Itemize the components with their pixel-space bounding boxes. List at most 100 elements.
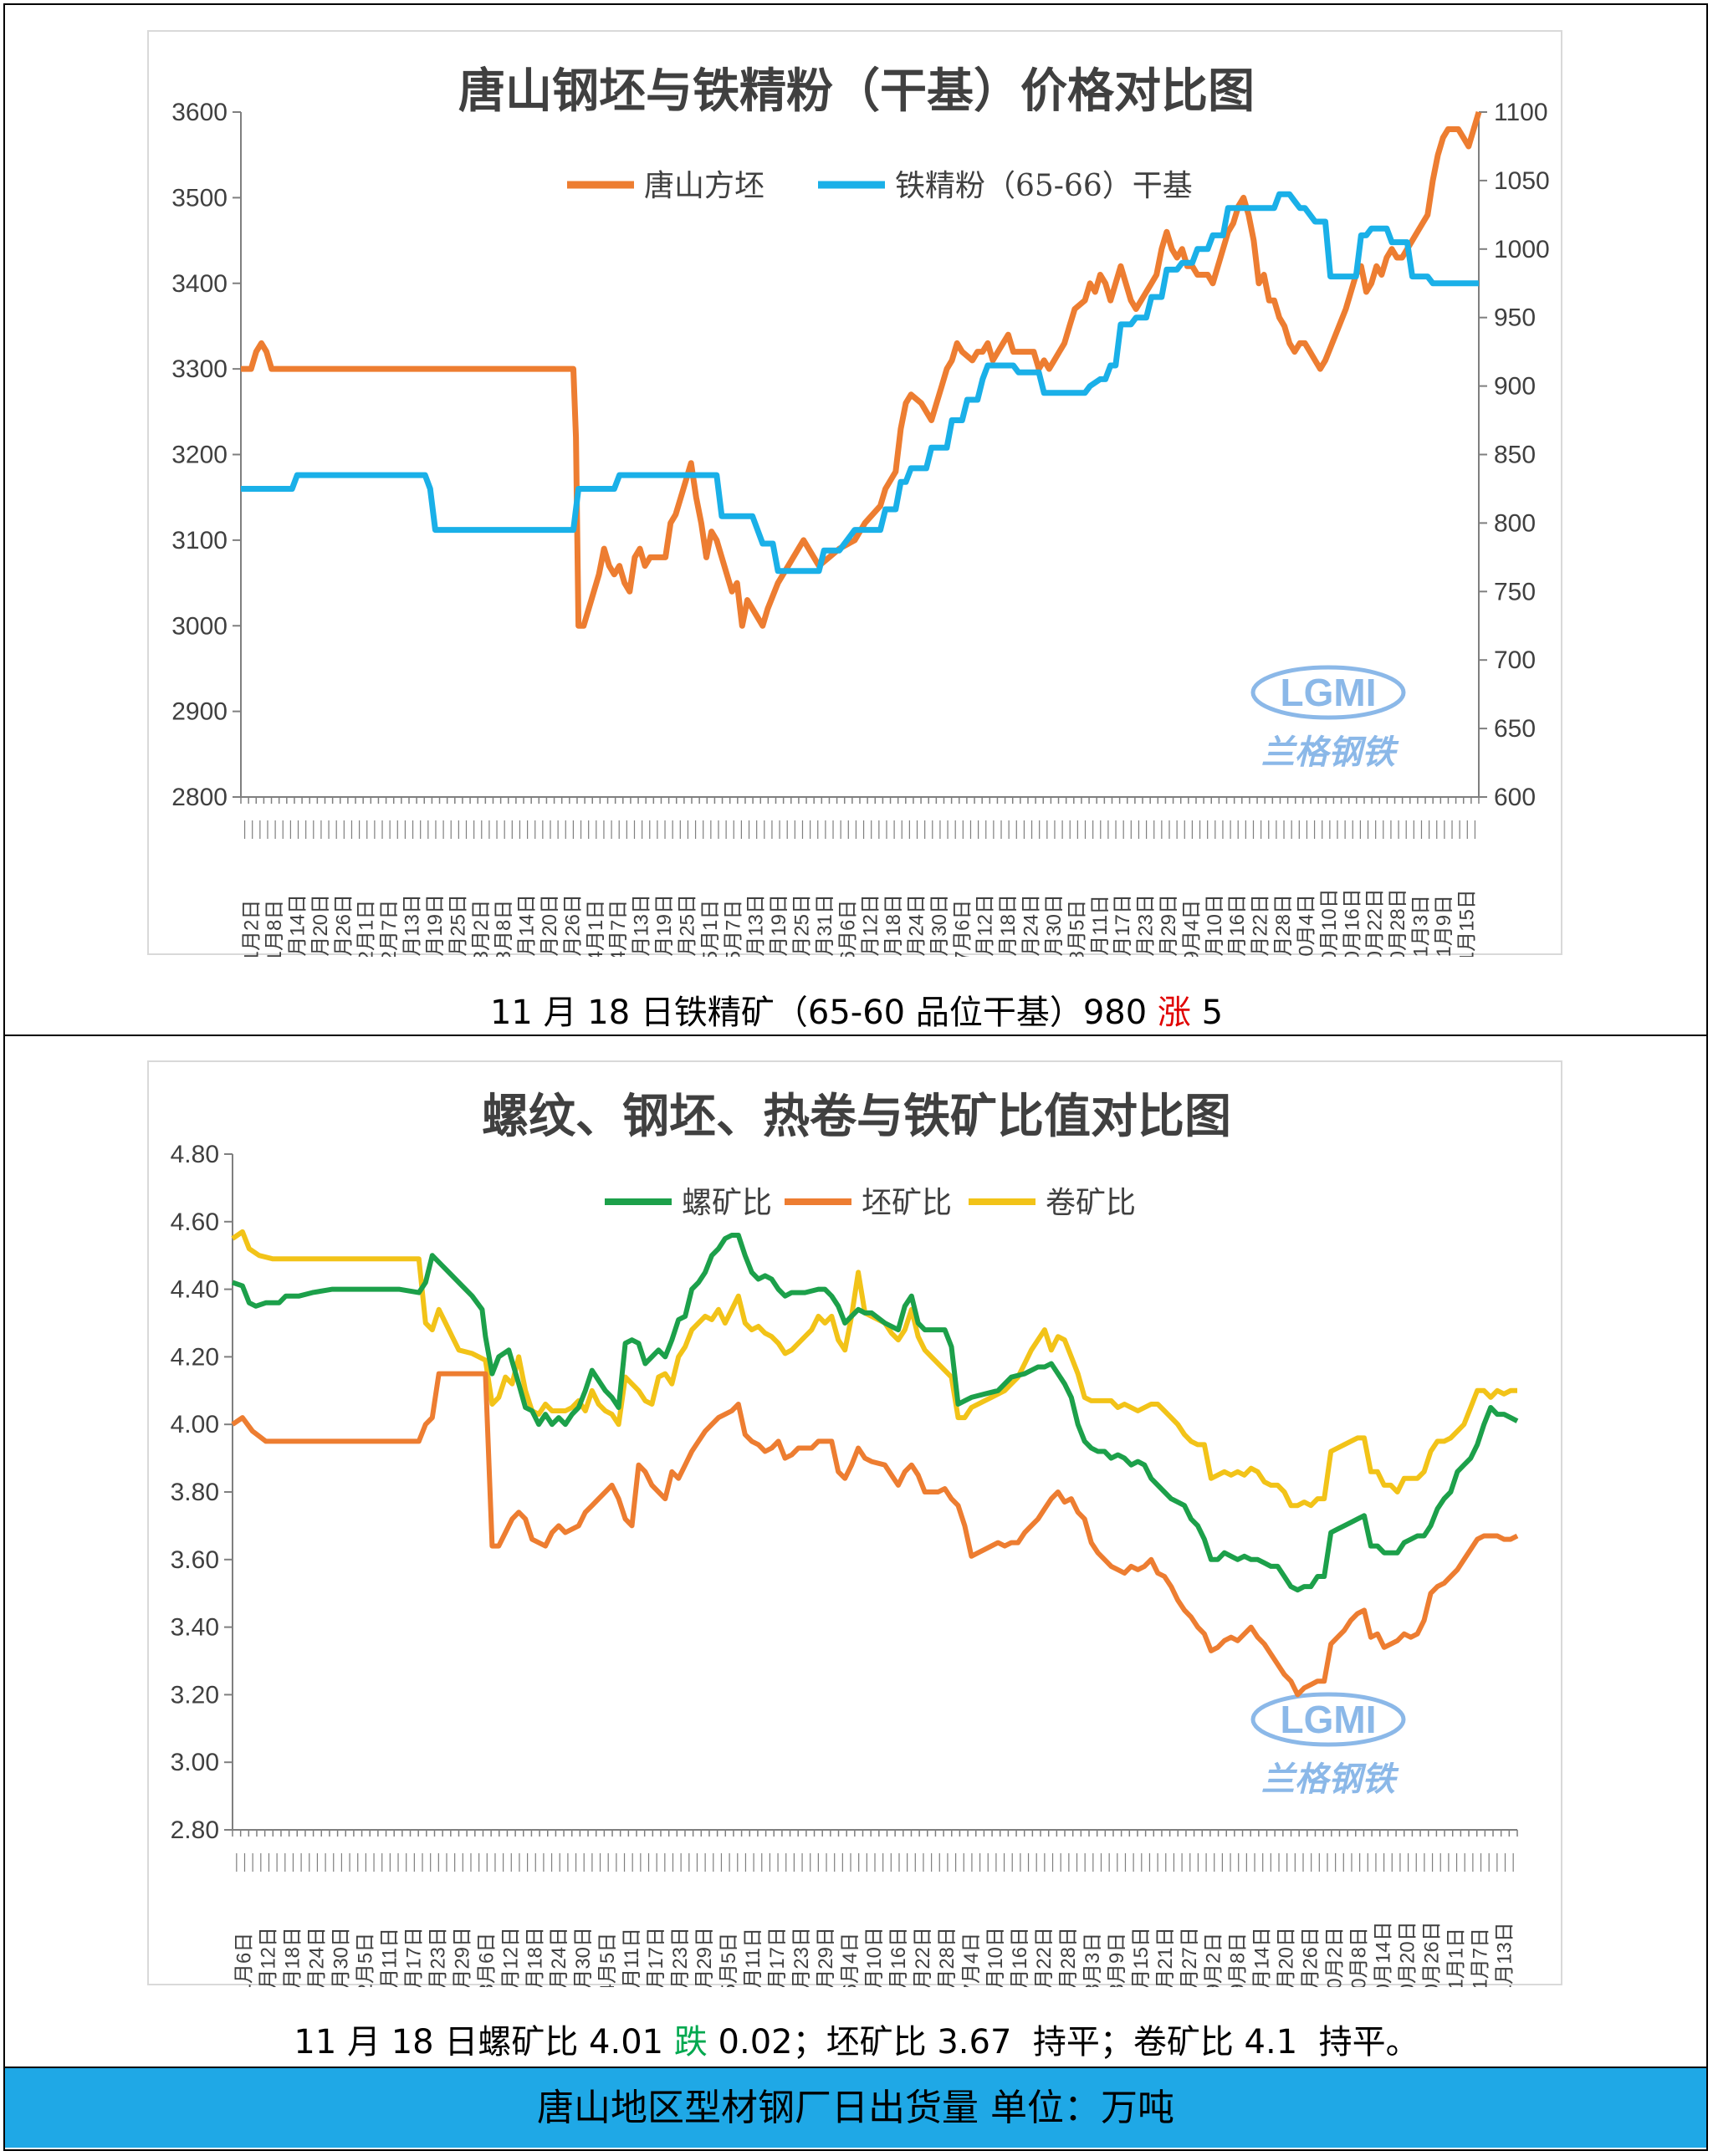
x-tick-label: 8月23日 <box>1135 894 1158 957</box>
y-right-tick-label: 1100 <box>1494 99 1548 126</box>
x-tick-label: 3月24日 <box>548 1927 570 1987</box>
series-line-coil-ratio <box>231 1229 1517 1509</box>
y-right-tick-label: 700 <box>1494 646 1536 674</box>
x-tick-label: 3月14日 <box>516 894 539 957</box>
caption-2-part2: 0.02；坯矿比 3.67 持平；卷矿比 4.1 持平。 <box>707 2023 1419 2061</box>
x-tick-label: 3月6日 <box>475 1933 498 1987</box>
x-tick-label: 7月6日 <box>951 900 974 957</box>
x-tick-label: 11月15日 <box>1455 889 1478 957</box>
footer-title: 唐山地区型材钢厂日出货量 单位：万吨 <box>537 2087 1174 2129</box>
x-tick-label: 11月9日 <box>1433 895 1455 957</box>
x-tick-label: 4月5日 <box>596 1933 619 1987</box>
x-tick-label: 1月30日 <box>330 1927 352 1987</box>
x-tick-label: 6月10日 <box>863 1927 886 1987</box>
y-tick-label: 4.20 <box>171 1343 219 1371</box>
y-tick-label: 4.00 <box>171 1411 219 1438</box>
x-tick-label: 5月13日 <box>745 894 768 957</box>
x-tick-label: 9月10日 <box>1204 894 1226 957</box>
x-tick-label: 1月26日 <box>332 894 355 957</box>
x-tick-label: 5月5日 <box>718 1933 740 1987</box>
x-tick-label: 1月2日 <box>241 900 263 957</box>
x-tick-label: 8月29日 <box>1158 894 1180 957</box>
x-tick-label: 2月5日 <box>354 1933 376 1987</box>
y-left-tick-label: 3600 <box>171 99 228 126</box>
chart-2-container: 螺纹、钢坯、热卷与铁矿比值对比图 4.80 4.60 4.40 4.20 4.00 3.80… <box>147 1060 1562 1987</box>
x-tick-label: 8月5日 <box>1066 900 1088 957</box>
chart-1-container: 唐山钢坯与铁精粉（干基）价格对比图 3600 3500 3400 3300 3200 310… <box>147 30 1562 957</box>
x-tick-label: 9月26日 <box>1300 1927 1322 1987</box>
x-tick-label: 1月24日 <box>305 1927 328 1987</box>
y-right-tick-label: 850 <box>1494 442 1536 469</box>
watermark-brand-text: 兰格钢铁 <box>1261 1760 1399 1799</box>
y-tick-label: 3.80 <box>171 1479 219 1506</box>
x-tick-label: 10月28日 <box>1387 888 1409 957</box>
x-tick-label: 6月12日 <box>860 894 882 957</box>
x-tick-label: 7月12日 <box>974 894 997 957</box>
x-tick-label: 5月11日 <box>742 1928 764 1987</box>
x-tick-label: 4月17日 <box>645 1927 667 1987</box>
x-tick-label: 6月6日 <box>836 900 859 957</box>
chart-2-svg: 螺纹、钢坯、热卷与铁矿比值对比图 4.80 4.60 4.40 4.20 4.00 3.80… <box>171 1089 1519 1987</box>
x-tick-label: 8月11日 <box>1089 895 1112 957</box>
y-right-tick-label: 600 <box>1494 784 1536 811</box>
series-line-billet-ratio <box>231 1371 1519 1698</box>
x-tick-label: 11月7日 <box>1470 1928 1492 1987</box>
chart-1-svg: 唐山钢坯与铁精粉（干基）价格对比图 3600 3500 3400 3300 3200 310… <box>171 64 1550 957</box>
caption-iron-concentrate: 11 月 18 日铁精矿（65-60 品位干基）980 涨 5 <box>0 989 1713 1036</box>
x-tick-label: 1月18日 <box>281 1927 304 1987</box>
y-left-tick-label: 3200 <box>171 442 228 469</box>
x-tick-label: 9月20日 <box>1276 1927 1298 1987</box>
series-line-iron-concentrate <box>241 191 1479 575</box>
caption-2-change-word: 跌 <box>673 2023 708 2061</box>
x-tick-label: 8月21日 <box>1154 1927 1177 1987</box>
x-tick-label: 4月13日 <box>631 894 653 957</box>
x-tick-label: 2月25日 <box>447 894 469 957</box>
watermark-logo: LGMI 兰格钢铁 <box>1250 1692 1406 1799</box>
x-tick-label: 1月20日 <box>309 894 332 957</box>
x-tick-label: 9月2日 <box>1203 1933 1225 1987</box>
y-left-tick-label: 3100 <box>171 527 228 554</box>
y-right-tick-label: 1000 <box>1494 236 1550 263</box>
y-right-tick-label: 650 <box>1494 715 1536 743</box>
x-tick-label: 8月17日 <box>1112 894 1134 957</box>
x-tick-label: 9月8日 <box>1227 1933 1250 1987</box>
x-tick-label: 5月1日 <box>699 900 722 957</box>
x-tick-label: 4月23日 <box>669 1927 692 1987</box>
x-tick-label: 3月12日 <box>499 1927 522 1987</box>
y-tick-label: 4.80 <box>171 1141 219 1168</box>
x-tick-label: 10月10日 <box>1318 888 1341 957</box>
watermark-logo: LGMI 兰格钢铁 <box>1250 665 1406 772</box>
y-left-tick-label: 3500 <box>171 184 228 212</box>
x-tick-label: 5月19日 <box>768 894 790 957</box>
series-line-rebar-ratio <box>232 1233 1519 1593</box>
caption-1-text: 11 月 18 日铁精矿（65-60 品位干基）980 <box>489 994 1158 1032</box>
x-tick-label: 2月11日 <box>378 1928 401 1987</box>
x-tick-label: 1月12日 <box>257 1927 279 1987</box>
x-tick-label: 4月25日 <box>676 894 698 957</box>
x-tick-label: 10月22日 <box>1364 888 1387 957</box>
y-left-tick-label: 2900 <box>171 698 228 726</box>
x-tick-label: 6月30日 <box>928 894 951 957</box>
x-tick-label: 7月16日 <box>1009 1927 1031 1987</box>
x-tick-label: 9月4日 <box>1180 900 1203 957</box>
x-tick-label: 5月17日 <box>766 1927 789 1987</box>
chart-1-title: 唐山钢坯与铁精粉（干基）价格对比图 <box>458 64 1255 119</box>
x-tick-label: 10月20日 <box>1397 1921 1419 1987</box>
legend-label-rebar-ratio: 螺矿比 <box>682 1186 772 1220</box>
y-tick-label: 3.60 <box>171 1546 219 1574</box>
section-divider <box>3 1035 1708 1036</box>
section-divider-bottom <box>3 2067 1708 2068</box>
y-left-tick-label: 2800 <box>171 784 228 811</box>
y-tick-label: 4.40 <box>171 1276 219 1304</box>
x-tick-label: 1月6日 <box>233 1933 255 1987</box>
x-tick-label: 5月31日 <box>814 894 836 957</box>
x-tick-label: 7月30日 <box>1043 894 1066 957</box>
caption-ratios: 11 月 18 日螺矿比 4.01 跌 0.02；坯矿比 3.67 持平；卷矿比… <box>0 2019 1713 2066</box>
x-tick-label: 10月8日 <box>1348 1927 1371 1987</box>
legend-label-billet-ratio: 坯矿比 <box>862 1186 952 1220</box>
legend-label-billet: 唐山方坯 <box>644 169 764 203</box>
x-tick-label: 4月19日 <box>653 894 676 957</box>
x-tick-label: 4月11日 <box>621 1928 643 1987</box>
chart-2-title: 螺纹、钢坯、热卷与铁矿比值对比图 <box>482 1089 1231 1144</box>
x-tick-label: 2月29日 <box>451 1927 473 1987</box>
